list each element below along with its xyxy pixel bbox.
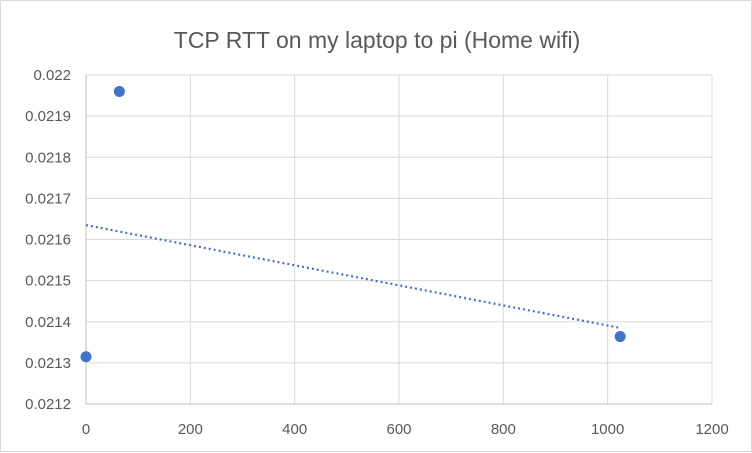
x-tick-label: 200 xyxy=(178,421,203,438)
data-point xyxy=(614,331,626,343)
y-tick-label: 0.0215 xyxy=(25,273,71,290)
data-points xyxy=(80,85,626,363)
y-tick-label: 0.0213 xyxy=(25,355,71,372)
y-tick-label: 0.0217 xyxy=(25,190,71,207)
x-tick-label: 1200 xyxy=(695,421,728,438)
trendline-layer xyxy=(85,224,621,329)
x-tick-label: 400 xyxy=(282,421,307,438)
trendline xyxy=(85,224,621,329)
y-tick-label: 0.0212 xyxy=(25,396,71,413)
y-tick-label: 0.0216 xyxy=(25,232,71,249)
chart-title: TCP RTT on my laptop to pi (Home wifi) xyxy=(174,27,580,53)
x-tick-labels: 0 200 400 600 800 1000 1200 xyxy=(82,421,729,438)
x-tick-label: 0 xyxy=(82,421,90,438)
x-tick-label: 800 xyxy=(491,421,516,438)
x-tick-label: 1000 xyxy=(591,421,624,438)
data-point xyxy=(113,85,125,97)
y-tick-label: 0.022 xyxy=(33,67,71,84)
grid-lines xyxy=(86,74,713,404)
x-tick-label: 600 xyxy=(386,421,411,438)
axes xyxy=(85,75,712,405)
y-tick-label: 0.0214 xyxy=(25,314,71,331)
y-tick-labels: 0.0212 0.0213 0.0214 0.0215 0.0216 0.0217 0.02… xyxy=(25,67,71,413)
y-tick-label: 0.0218 xyxy=(25,149,71,166)
data-point xyxy=(80,351,92,363)
y-tick-label: 0.0219 xyxy=(25,108,71,125)
